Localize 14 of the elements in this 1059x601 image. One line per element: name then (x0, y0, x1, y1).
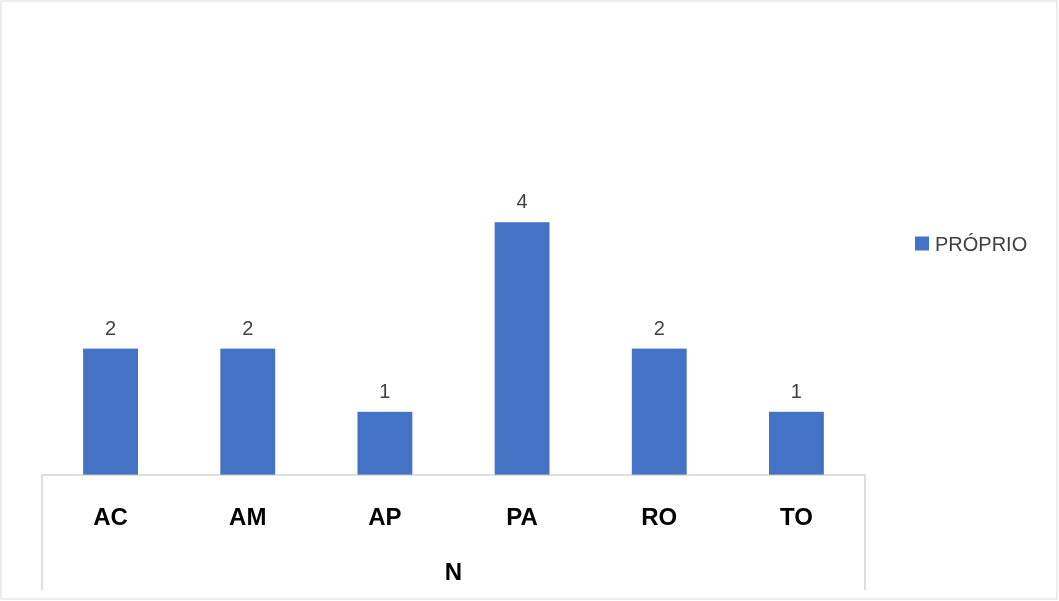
data-label: 2 (653, 316, 665, 339)
data-label: 2 (242, 316, 254, 339)
data-label: 2 (105, 316, 117, 339)
x-tick-label: AM (229, 503, 267, 530)
data-label: 1 (790, 379, 802, 402)
x-tick-label: AP (368, 503, 402, 530)
data-label: 4 (516, 190, 528, 213)
x-tick-label: AC (93, 503, 128, 530)
x-tick-label: TO (779, 503, 813, 530)
x-tick-label: RO (641, 503, 678, 530)
data-label: 1 (379, 379, 391, 402)
x-tick-label: PA (506, 503, 538, 530)
x-axis-title: N (444, 558, 463, 585)
legend-label: PRÓPRIO (935, 232, 1028, 255)
